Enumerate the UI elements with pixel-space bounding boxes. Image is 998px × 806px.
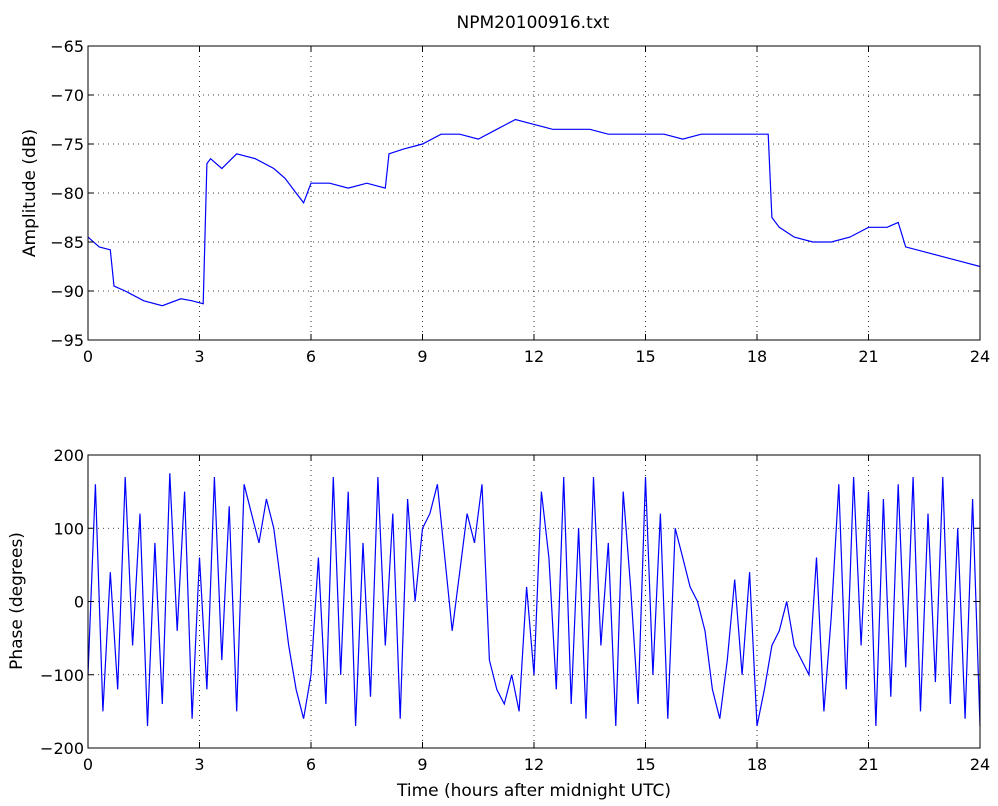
figure-title: NPM20100916.txt [457, 13, 610, 33]
amplitude-y-tick-label: −75 [50, 135, 84, 154]
phase-x-tick-label: 18 [747, 755, 767, 774]
phase-x-tick-label: 24 [970, 755, 990, 774]
amplitude-y-tick-label: −70 [50, 86, 84, 105]
phase-y-tick-label: −200 [40, 739, 84, 758]
phase-y-tick-label: 200 [53, 446, 84, 465]
phase-x-tick-label: 15 [635, 755, 655, 774]
amplitude-x-tick-label: 24 [970, 347, 990, 366]
phase-y-tick-label: 100 [53, 519, 84, 538]
phase-x-tick-label: 9 [417, 755, 427, 774]
phase-x-axis-label: Time (hours after midnight UTC) [396, 781, 671, 801]
amplitude-grid [88, 46, 980, 340]
phase-y-axis-label: Phase (degrees) [7, 532, 27, 670]
phase-x-tick-label: 6 [306, 755, 316, 774]
phase-x-tick-label: 3 [194, 755, 204, 774]
amplitude-x-tick-label: 12 [524, 347, 544, 366]
amplitude-y-tick-label: −65 [50, 37, 84, 56]
phase-x-tick-label: 12 [524, 755, 544, 774]
amplitude-x-tick-label: 15 [635, 347, 655, 366]
amplitude-y-axis-label: Amplitude (dB) [20, 129, 40, 257]
phase-x-tick-label: 0 [83, 755, 93, 774]
amplitude-x-tick-label: 0 [83, 347, 93, 366]
amplitude-x-tick-label: 9 [417, 347, 427, 366]
phase-ticks: 0 3 6 9 12 15 18 21 24 −200 −100 0 100 200 [40, 446, 990, 774]
phase-x-tick-label: 21 [858, 755, 878, 774]
amplitude-panel: 0 3 6 9 12 15 18 21 24 −95 −90 −85 −80 −75 −70 −65 Ampl… [20, 37, 990, 366]
amplitude-ticks: 0 3 6 9 12 15 18 21 24 −95 −90 −85 −80 −75 −70 −65 [50, 37, 990, 366]
amplitude-x-tick-label: 3 [194, 347, 204, 366]
amplitude-y-tick-label: −80 [50, 184, 84, 203]
amplitude-x-tick-label: 18 [747, 347, 767, 366]
phase-y-tick-label: −100 [40, 666, 84, 685]
amplitude-y-tick-label: −95 [50, 331, 84, 350]
phase-series-line [87, 473, 981, 727]
amplitude-series-line [87, 118, 981, 307]
amplitude-y-tick-label: −85 [50, 233, 84, 252]
amplitude-x-tick-label: 6 [306, 347, 316, 366]
amplitude-x-tick-label: 21 [858, 347, 878, 366]
amplitude-y-tick-label: −90 [50, 282, 84, 301]
phase-y-tick-label: 0 [74, 593, 84, 612]
phase-panel: 0 3 6 9 12 15 18 21 24 −200 −100 0 100 200 Phase (deg… [7, 446, 990, 801]
